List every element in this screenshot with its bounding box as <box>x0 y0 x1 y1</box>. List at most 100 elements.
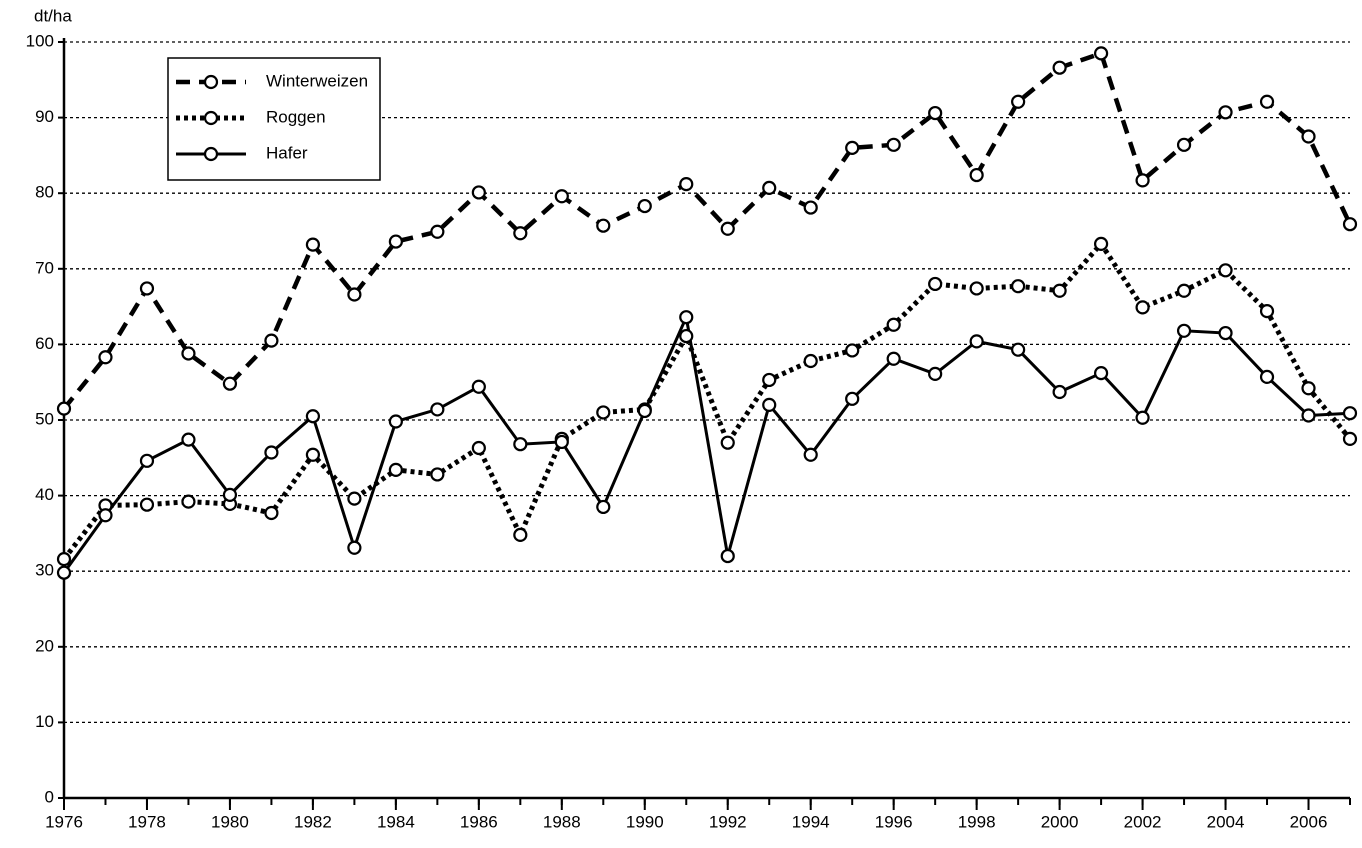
data-point <box>969 281 984 296</box>
data-point <box>139 281 155 296</box>
data-point <box>637 198 652 214</box>
x-tick-label: 2004 <box>1207 812 1245 831</box>
data-point <box>1135 300 1150 315</box>
data-point <box>1052 60 1067 75</box>
data-point <box>679 310 694 325</box>
data-point <box>928 366 943 381</box>
data-point <box>720 548 735 564</box>
data-point <box>1093 366 1109 381</box>
data-point <box>1259 304 1275 319</box>
series-line <box>62 50 1353 411</box>
data-point <box>513 437 528 452</box>
data-point <box>181 494 196 509</box>
data-point <box>1218 325 1233 341</box>
data-point <box>886 137 901 152</box>
data-point <box>1011 342 1026 357</box>
data-point <box>886 351 901 366</box>
x-tick-label: 1990 <box>626 812 664 831</box>
x-tick-label: 1982 <box>294 812 332 831</box>
data-point <box>596 218 611 233</box>
x-tick-label: 1980 <box>211 812 249 831</box>
data-point <box>1259 94 1275 109</box>
data-point <box>305 409 321 424</box>
y-tick-label: 60 <box>35 334 54 353</box>
data-point <box>98 508 113 523</box>
data-point <box>886 317 901 332</box>
data-point <box>347 491 362 506</box>
data-point <box>679 328 694 344</box>
x-tick-label: 1996 <box>875 812 913 831</box>
legend-label: Roggen <box>266 107 326 126</box>
data-point <box>388 414 403 429</box>
x-tick-label: 1994 <box>792 812 830 831</box>
legend-marker <box>203 146 219 162</box>
data-point <box>1342 431 1358 446</box>
data-point <box>969 167 984 183</box>
data-point <box>845 343 860 358</box>
data-point <box>305 237 321 252</box>
legend-label: Winterweizen <box>266 71 368 90</box>
data-point <box>1011 279 1026 294</box>
data-point <box>1218 263 1233 278</box>
y-tick-label: 30 <box>35 561 54 580</box>
data-point <box>1093 236 1109 251</box>
series-line <box>62 239 1352 561</box>
data-point <box>803 447 818 462</box>
data-point <box>347 287 362 302</box>
data-point <box>388 462 403 477</box>
data-point <box>98 350 113 365</box>
legend-label: Hafer <box>266 143 308 162</box>
data-point <box>1135 410 1150 425</box>
x-tick-label: 2006 <box>1290 812 1328 831</box>
legend-marker <box>203 74 219 90</box>
y-tick-label: 40 <box>35 485 54 504</box>
data-point <box>430 224 445 239</box>
data-point <box>1342 406 1358 421</box>
x-tick-label: 1978 <box>128 812 166 831</box>
data-point <box>1301 129 1316 144</box>
data-point <box>222 376 238 391</box>
data-point <box>222 487 238 502</box>
data-point <box>139 497 155 512</box>
data-point <box>1093 46 1109 61</box>
data-point <box>762 180 777 196</box>
legend-marker <box>203 110 219 126</box>
y-tick-label: 90 <box>35 107 54 126</box>
data-point <box>181 432 196 447</box>
data-point <box>1259 369 1275 385</box>
data-point <box>513 226 528 241</box>
data-point <box>388 234 403 249</box>
data-point <box>56 565 72 580</box>
data-point <box>969 334 984 349</box>
data-point <box>1301 381 1316 396</box>
data-point <box>1218 105 1233 120</box>
data-point <box>554 434 569 450</box>
data-point <box>720 221 735 236</box>
data-point <box>554 189 569 204</box>
data-point <box>1135 173 1150 188</box>
x-tick-label: 1976 <box>45 812 83 831</box>
data-point <box>1052 384 1067 400</box>
x-tick-label: 1986 <box>460 812 498 831</box>
data-point <box>305 447 321 462</box>
data-point <box>347 540 362 555</box>
data-point <box>264 505 279 521</box>
y-tick-label: 80 <box>35 183 54 202</box>
data-point <box>56 401 72 416</box>
data-point <box>928 276 943 292</box>
y-tick-label: 0 <box>45 787 54 806</box>
data-point <box>845 140 860 155</box>
data-point <box>264 445 279 460</box>
data-point <box>264 333 279 348</box>
series-line <box>62 312 1351 574</box>
data-point <box>845 391 860 406</box>
x-tick-label: 1984 <box>377 812 415 831</box>
data-point <box>596 405 611 420</box>
y-tick-label: 20 <box>35 636 54 655</box>
data-point <box>637 403 652 419</box>
data-point <box>139 453 155 468</box>
data-point <box>1011 94 1026 109</box>
data-point <box>679 177 694 192</box>
y-tick-label: 70 <box>35 258 54 277</box>
